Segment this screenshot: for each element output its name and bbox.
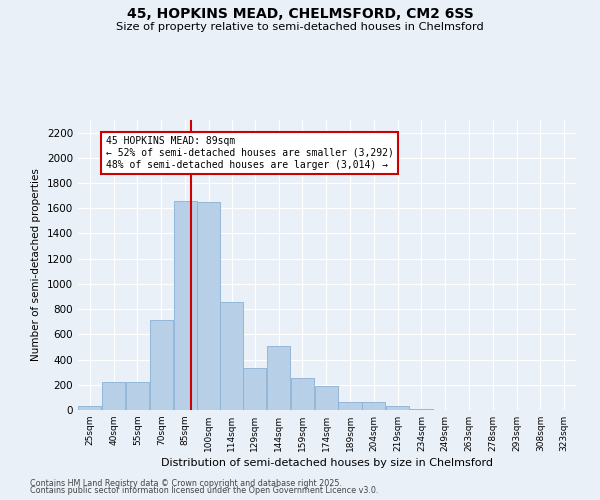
Text: Contains public sector information licensed under the Open Government Licence v3: Contains public sector information licen… bbox=[30, 486, 379, 495]
Bar bbox=[126, 382, 149, 410]
Bar bbox=[410, 408, 433, 410]
Y-axis label: Number of semi-detached properties: Number of semi-detached properties bbox=[31, 168, 41, 362]
Bar bbox=[338, 402, 362, 410]
Text: Size of property relative to semi-detached houses in Chelmsford: Size of property relative to semi-detach… bbox=[116, 22, 484, 32]
Text: Distribution of semi-detached houses by size in Chelmsford: Distribution of semi-detached houses by … bbox=[161, 458, 493, 468]
Bar bbox=[220, 302, 244, 410]
Bar bbox=[386, 406, 409, 410]
Text: 45, HOPKINS MEAD, CHELMSFORD, CM2 6SS: 45, HOPKINS MEAD, CHELMSFORD, CM2 6SS bbox=[127, 8, 473, 22]
Bar bbox=[173, 200, 197, 410]
Bar bbox=[79, 406, 101, 410]
Bar bbox=[314, 386, 338, 410]
Bar bbox=[267, 346, 290, 410]
Bar bbox=[362, 402, 385, 410]
Bar bbox=[291, 378, 314, 410]
Bar bbox=[243, 368, 266, 410]
Bar bbox=[150, 320, 173, 410]
Bar bbox=[102, 382, 125, 410]
Bar bbox=[197, 202, 220, 410]
Text: 45 HOPKINS MEAD: 89sqm
← 52% of semi-detached houses are smaller (3,292)
48% of : 45 HOPKINS MEAD: 89sqm ← 52% of semi-det… bbox=[106, 136, 394, 170]
Text: Contains HM Land Registry data © Crown copyright and database right 2025.: Contains HM Land Registry data © Crown c… bbox=[30, 478, 342, 488]
